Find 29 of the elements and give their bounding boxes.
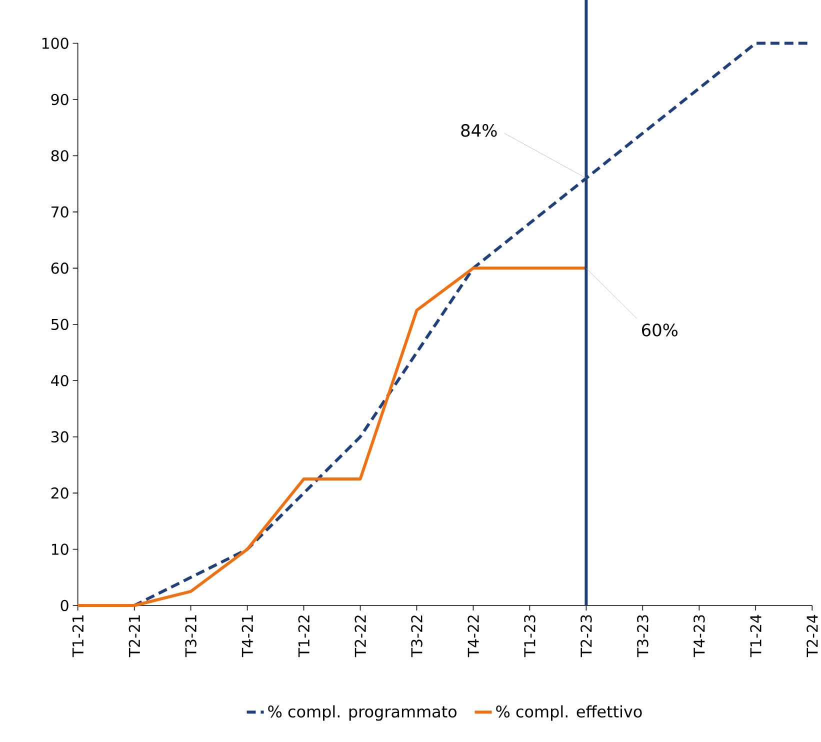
x-tick-label: T1-24 (750, 615, 762, 658)
legend-label: % compl. effettivo (496, 705, 642, 721)
annotation: 84% (461, 124, 497, 138)
y-tick-label: 60 (51, 262, 68, 274)
legend-label: % compl. programmato (268, 705, 456, 721)
y-tick-label: 90 (51, 94, 68, 106)
x-tick-label: T1-21 (72, 616, 84, 658)
y-tick-label: 50 (51, 318, 68, 330)
x-tick-label: T4-23 (694, 615, 705, 658)
y-tick-label: 10 (52, 544, 68, 556)
y-tick-label: 30 (51, 431, 68, 443)
y-tick-label: 20 (51, 488, 68, 499)
x-tick-label: T1-23 (524, 615, 536, 658)
x-tick-label: T4-21 (242, 616, 253, 658)
y-tick-label: 70 (52, 206, 68, 218)
x-tick-label: T3-21 (185, 616, 196, 658)
x-tick-label: T2-23 (580, 615, 592, 658)
y-tick-label: 0 (60, 600, 68, 612)
x-tick-label: T3-22 (411, 616, 422, 658)
x-tick-label: T2-22 (354, 616, 366, 658)
y-tick-label: 40 (51, 375, 68, 386)
x-tick-label: T4-22 (468, 616, 479, 658)
y-tick-label: 100 (42, 38, 68, 50)
annotation: 60% (642, 324, 678, 337)
x-tick-label: T3-23 (637, 615, 648, 658)
y-tick-label: 80 (51, 150, 68, 162)
x-tick-label: T1-22 (298, 616, 310, 658)
x-tick-label: T2-24 (806, 615, 818, 658)
x-tick-label: T2-21 (128, 616, 140, 658)
